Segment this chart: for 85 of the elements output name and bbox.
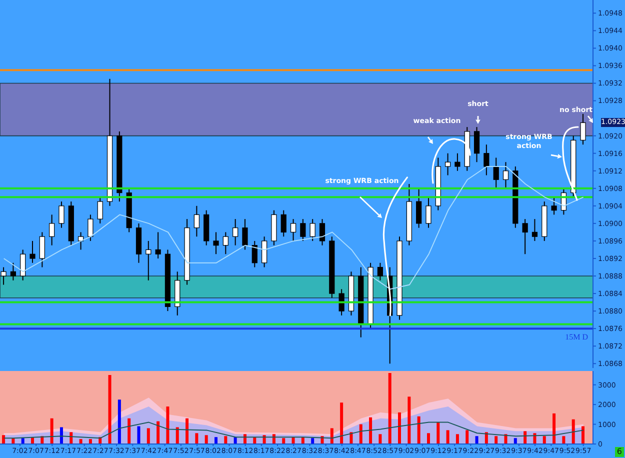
bar — [330, 428, 334, 444]
candlestick — [474, 126, 480, 163]
bar — [50, 418, 54, 444]
candlestick — [580, 113, 586, 146]
candlestick — [10, 262, 16, 281]
candlestick — [416, 188, 422, 228]
candlestick — [484, 144, 490, 176]
candlestick — [493, 157, 499, 189]
candlestick — [222, 232, 228, 255]
bar — [524, 431, 527, 444]
candlestick — [551, 196, 557, 216]
bar — [108, 374, 112, 444]
bar — [446, 430, 450, 444]
bar — [137, 426, 140, 444]
candlestick — [377, 262, 383, 281]
bar — [426, 433, 430, 444]
line-series — [3, 422, 584, 439]
candlestick — [20, 249, 26, 281]
candlestick — [426, 196, 432, 228]
bar — [311, 438, 314, 444]
bar — [88, 439, 92, 444]
candlestick — [78, 232, 84, 250]
bar — [359, 424, 362, 444]
bar — [466, 430, 469, 444]
candlestick — [194, 205, 200, 238]
bar — [2, 435, 6, 444]
bar — [186, 418, 189, 444]
bar — [176, 427, 179, 444]
candlestick — [97, 196, 103, 224]
candlestick — [252, 240, 258, 268]
candlestick — [290, 218, 296, 242]
candlestick — [300, 218, 306, 242]
candlestick — [232, 218, 238, 246]
candlestick — [454, 152, 460, 172]
bar — [340, 402, 344, 444]
bar — [514, 438, 517, 444]
candlestick — [30, 240, 36, 264]
candlestick — [445, 152, 451, 176]
bar — [156, 421, 160, 444]
bar — [456, 434, 459, 444]
candlestick — [146, 240, 152, 281]
candlestick — [0, 266, 6, 286]
bar — [128, 418, 131, 444]
bar — [214, 437, 218, 444]
candlestick — [262, 236, 268, 268]
candlestick — [319, 218, 326, 246]
bar — [572, 419, 575, 444]
candlestick — [310, 218, 316, 242]
bar — [542, 436, 546, 444]
bar — [282, 438, 286, 444]
bar — [388, 372, 392, 444]
candlestick — [88, 214, 94, 242]
bar — [582, 426, 585, 444]
bar — [408, 396, 411, 444]
text: 6 — [614, 447, 624, 457]
bar — [378, 434, 382, 444]
bar — [552, 413, 556, 444]
bar — [204, 435, 208, 444]
bar — [146, 428, 150, 444]
candlestick — [155, 232, 161, 259]
bar — [494, 436, 498, 444]
candlestick — [338, 288, 344, 316]
bar — [21, 438, 24, 444]
bar — [79, 439, 82, 444]
candlestick — [502, 162, 509, 189]
bar — [369, 417, 372, 444]
candlestick — [49, 214, 55, 246]
candlestick — [532, 218, 538, 242]
bar — [398, 412, 402, 444]
bar — [562, 436, 566, 444]
bar — [417, 416, 420, 444]
bar — [195, 433, 198, 444]
candlestick — [242, 218, 248, 250]
ref-line-label: 15M D — [565, 332, 588, 342]
candlestick — [280, 210, 286, 238]
candlestick — [39, 232, 45, 268]
bar — [475, 436, 478, 444]
bar — [118, 400, 121, 444]
bar — [166, 406, 170, 444]
bar — [60, 427, 63, 444]
bar — [436, 422, 440, 444]
candlestick — [213, 232, 219, 255]
bar — [224, 436, 228, 444]
candlestick — [522, 218, 528, 255]
candlestick — [58, 201, 64, 228]
